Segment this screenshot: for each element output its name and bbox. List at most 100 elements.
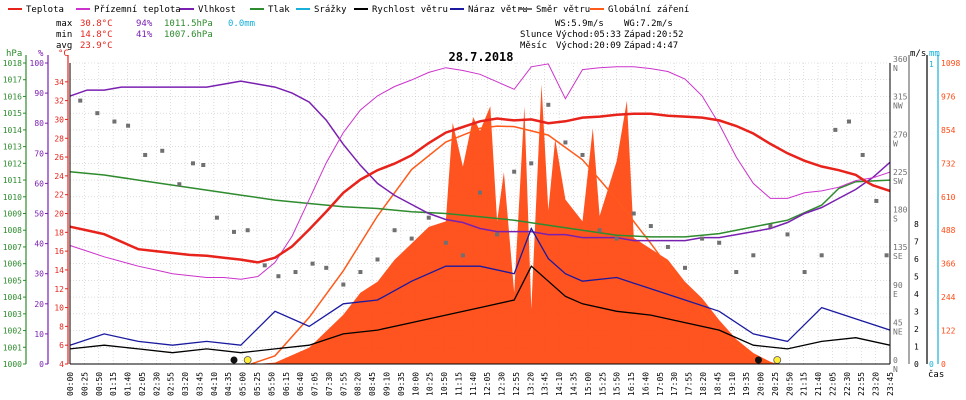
temperature-axis-tick-label: 6: [59, 341, 64, 350]
pressure-axis-tick-label: 1018: [3, 59, 22, 68]
humidity-axis-tick-label: 10: [34, 330, 44, 339]
wind-direction-point: [160, 148, 165, 153]
wind-direction-point: [191, 161, 195, 166]
wind-speed-tick-label: 5: [914, 273, 919, 282]
humidity-axis-tick-label: 70: [34, 149, 44, 158]
x-tick-label: 07:30: [325, 372, 334, 396]
legend: Teplota Přízemní teplota Vlhkost Tlak Srážky…: [8, 5, 689, 15]
wind-direction-tick-label: 135: [893, 243, 908, 252]
pressure-axis-tick-label: 1014: [3, 126, 22, 135]
temperature-axis-tick-label: 8: [59, 322, 64, 331]
wind-direction-point: [847, 119, 851, 124]
x-tick-label: 09:10: [382, 372, 391, 396]
pressure-axis-tick-label: 1003: [3, 310, 22, 319]
wind-speed-tick-label: 8: [914, 220, 919, 229]
x-tick-label: 03:45: [195, 372, 204, 396]
pressure-axis-tick-label: 1005: [3, 276, 22, 285]
x-tick-label: 20:00: [757, 372, 766, 396]
temperature-axis-tick-label: 14: [54, 266, 64, 275]
temperature-axis-tick-label: 10: [54, 304, 64, 313]
x-tick-label: 12:05: [483, 372, 492, 396]
x-tick-label: 20:25: [771, 372, 780, 396]
radiation-area: [254, 84, 778, 365]
x-tick-label: 04:35: [224, 372, 233, 396]
series-line: [69, 226, 891, 346]
sun-set: Západ:20:52: [624, 30, 684, 40]
temperature-axis-tick-label: 22: [54, 191, 64, 200]
x-tick-label: 11:40: [469, 372, 478, 396]
rain-axis-title: mm: [929, 49, 940, 59]
x-tick-label: 15:00: [584, 372, 593, 396]
stat-min-temp: 14.8°C: [80, 30, 113, 40]
wind-direction-compass-label: NW: [893, 102, 903, 111]
wind-direction-point: [563, 140, 568, 145]
wind-direction-point: [631, 211, 636, 216]
wind-direction-point: [293, 270, 298, 275]
radiation-tick-label: 854: [941, 126, 956, 135]
x-tick-label: 13:20: [526, 372, 535, 396]
wind-direction-point: [409, 236, 414, 241]
x-tick-label: 17:05: [656, 372, 665, 396]
wind-direction-point: [375, 257, 380, 262]
temperature-axis-title: °C: [58, 49, 69, 59]
humidity-axis-title: %: [38, 49, 44, 59]
temperature-axis-tick-label: 34: [54, 78, 64, 87]
wind-direction-point: [512, 169, 517, 174]
humidity-axis-tick-label: 0: [39, 360, 44, 369]
legend-label: Náraz větru: [468, 5, 528, 15]
pressure-axis-tick-label: 1011: [3, 176, 22, 185]
x-tick-label: 08:20: [354, 372, 363, 396]
wind-direction-point: [785, 232, 790, 237]
x-tick-label: 07:55: [339, 372, 348, 396]
wind-direction-point: [460, 253, 465, 258]
astro-info: WS:5.9m/s WG:7.2m/s Slunce Východ:05:33 …: [520, 19, 684, 51]
wind-direction-point: [126, 123, 131, 128]
x-tick-label: 22:55: [857, 372, 866, 396]
legend-label: Směr větru: [536, 5, 590, 15]
wind-direction-point: [310, 261, 315, 266]
plot-area: [69, 62, 891, 365]
x-tick-label: 01:15: [109, 372, 118, 396]
x-tick-label: 06:15: [282, 372, 291, 396]
x-tick-label: 07:05: [311, 372, 320, 396]
radiation-tick-label: 1098: [941, 59, 960, 68]
x-tick-label: 14:10: [555, 372, 564, 396]
radiation-tick-label: 366: [941, 260, 956, 269]
radiation-tick-label: 976: [941, 92, 956, 101]
sun-set-marker: [773, 356, 782, 364]
temperature-axis-tick-label: 4: [59, 360, 64, 369]
legend-label: Globální záření: [608, 5, 689, 15]
temperature-axis-tick-label: 28: [54, 134, 64, 143]
wind-direction-point: [177, 182, 182, 187]
x-tick-label: 18:20: [699, 372, 708, 396]
x-tick-label: 12:55: [512, 372, 521, 396]
temperature-axis-tick-label: 16: [54, 247, 64, 256]
x-tick-label: 02:05: [138, 372, 147, 396]
wind-direction-compass-label: NE: [893, 327, 903, 336]
pressure-axis-tick-label: 1001: [3, 343, 22, 352]
radiation-tick-label: 732: [941, 159, 956, 168]
pressure-axis-title: hPa: [6, 49, 22, 59]
stats-block: max 30.8°C 94% 1011.5hPa 0.0mm min 14.8°…: [56, 19, 255, 51]
x-tick-label: 10:50: [440, 372, 449, 396]
wind-direction-point: [768, 224, 773, 229]
stat-min-humidity: 41%: [136, 30, 153, 40]
moon-set-marker: [230, 356, 238, 364]
wind-direction-tick-label: 360: [893, 55, 908, 64]
wind-speed-tick-label: 2: [914, 325, 919, 334]
wind-direction-point: [546, 102, 551, 107]
x-tick-label: 18:45: [713, 372, 722, 396]
wind-direction-point: [341, 282, 346, 287]
wind-direction-point: [478, 190, 482, 195]
pressure-axis-tick-label: 1004: [3, 293, 22, 302]
x-tick-label: 05:50: [267, 372, 276, 396]
x-tick-label: 22:30: [843, 372, 852, 396]
wind-direction-point: [201, 163, 206, 168]
humidity-axis-tick-label: 60: [34, 179, 44, 188]
wind-direction-tick-label: 90: [893, 281, 903, 290]
x-tick-label: 06:40: [296, 372, 305, 396]
wind-direction-point: [833, 127, 838, 132]
x-axis-label: čas: [928, 369, 944, 380]
moon-set: Západ:4:47: [624, 41, 678, 51]
